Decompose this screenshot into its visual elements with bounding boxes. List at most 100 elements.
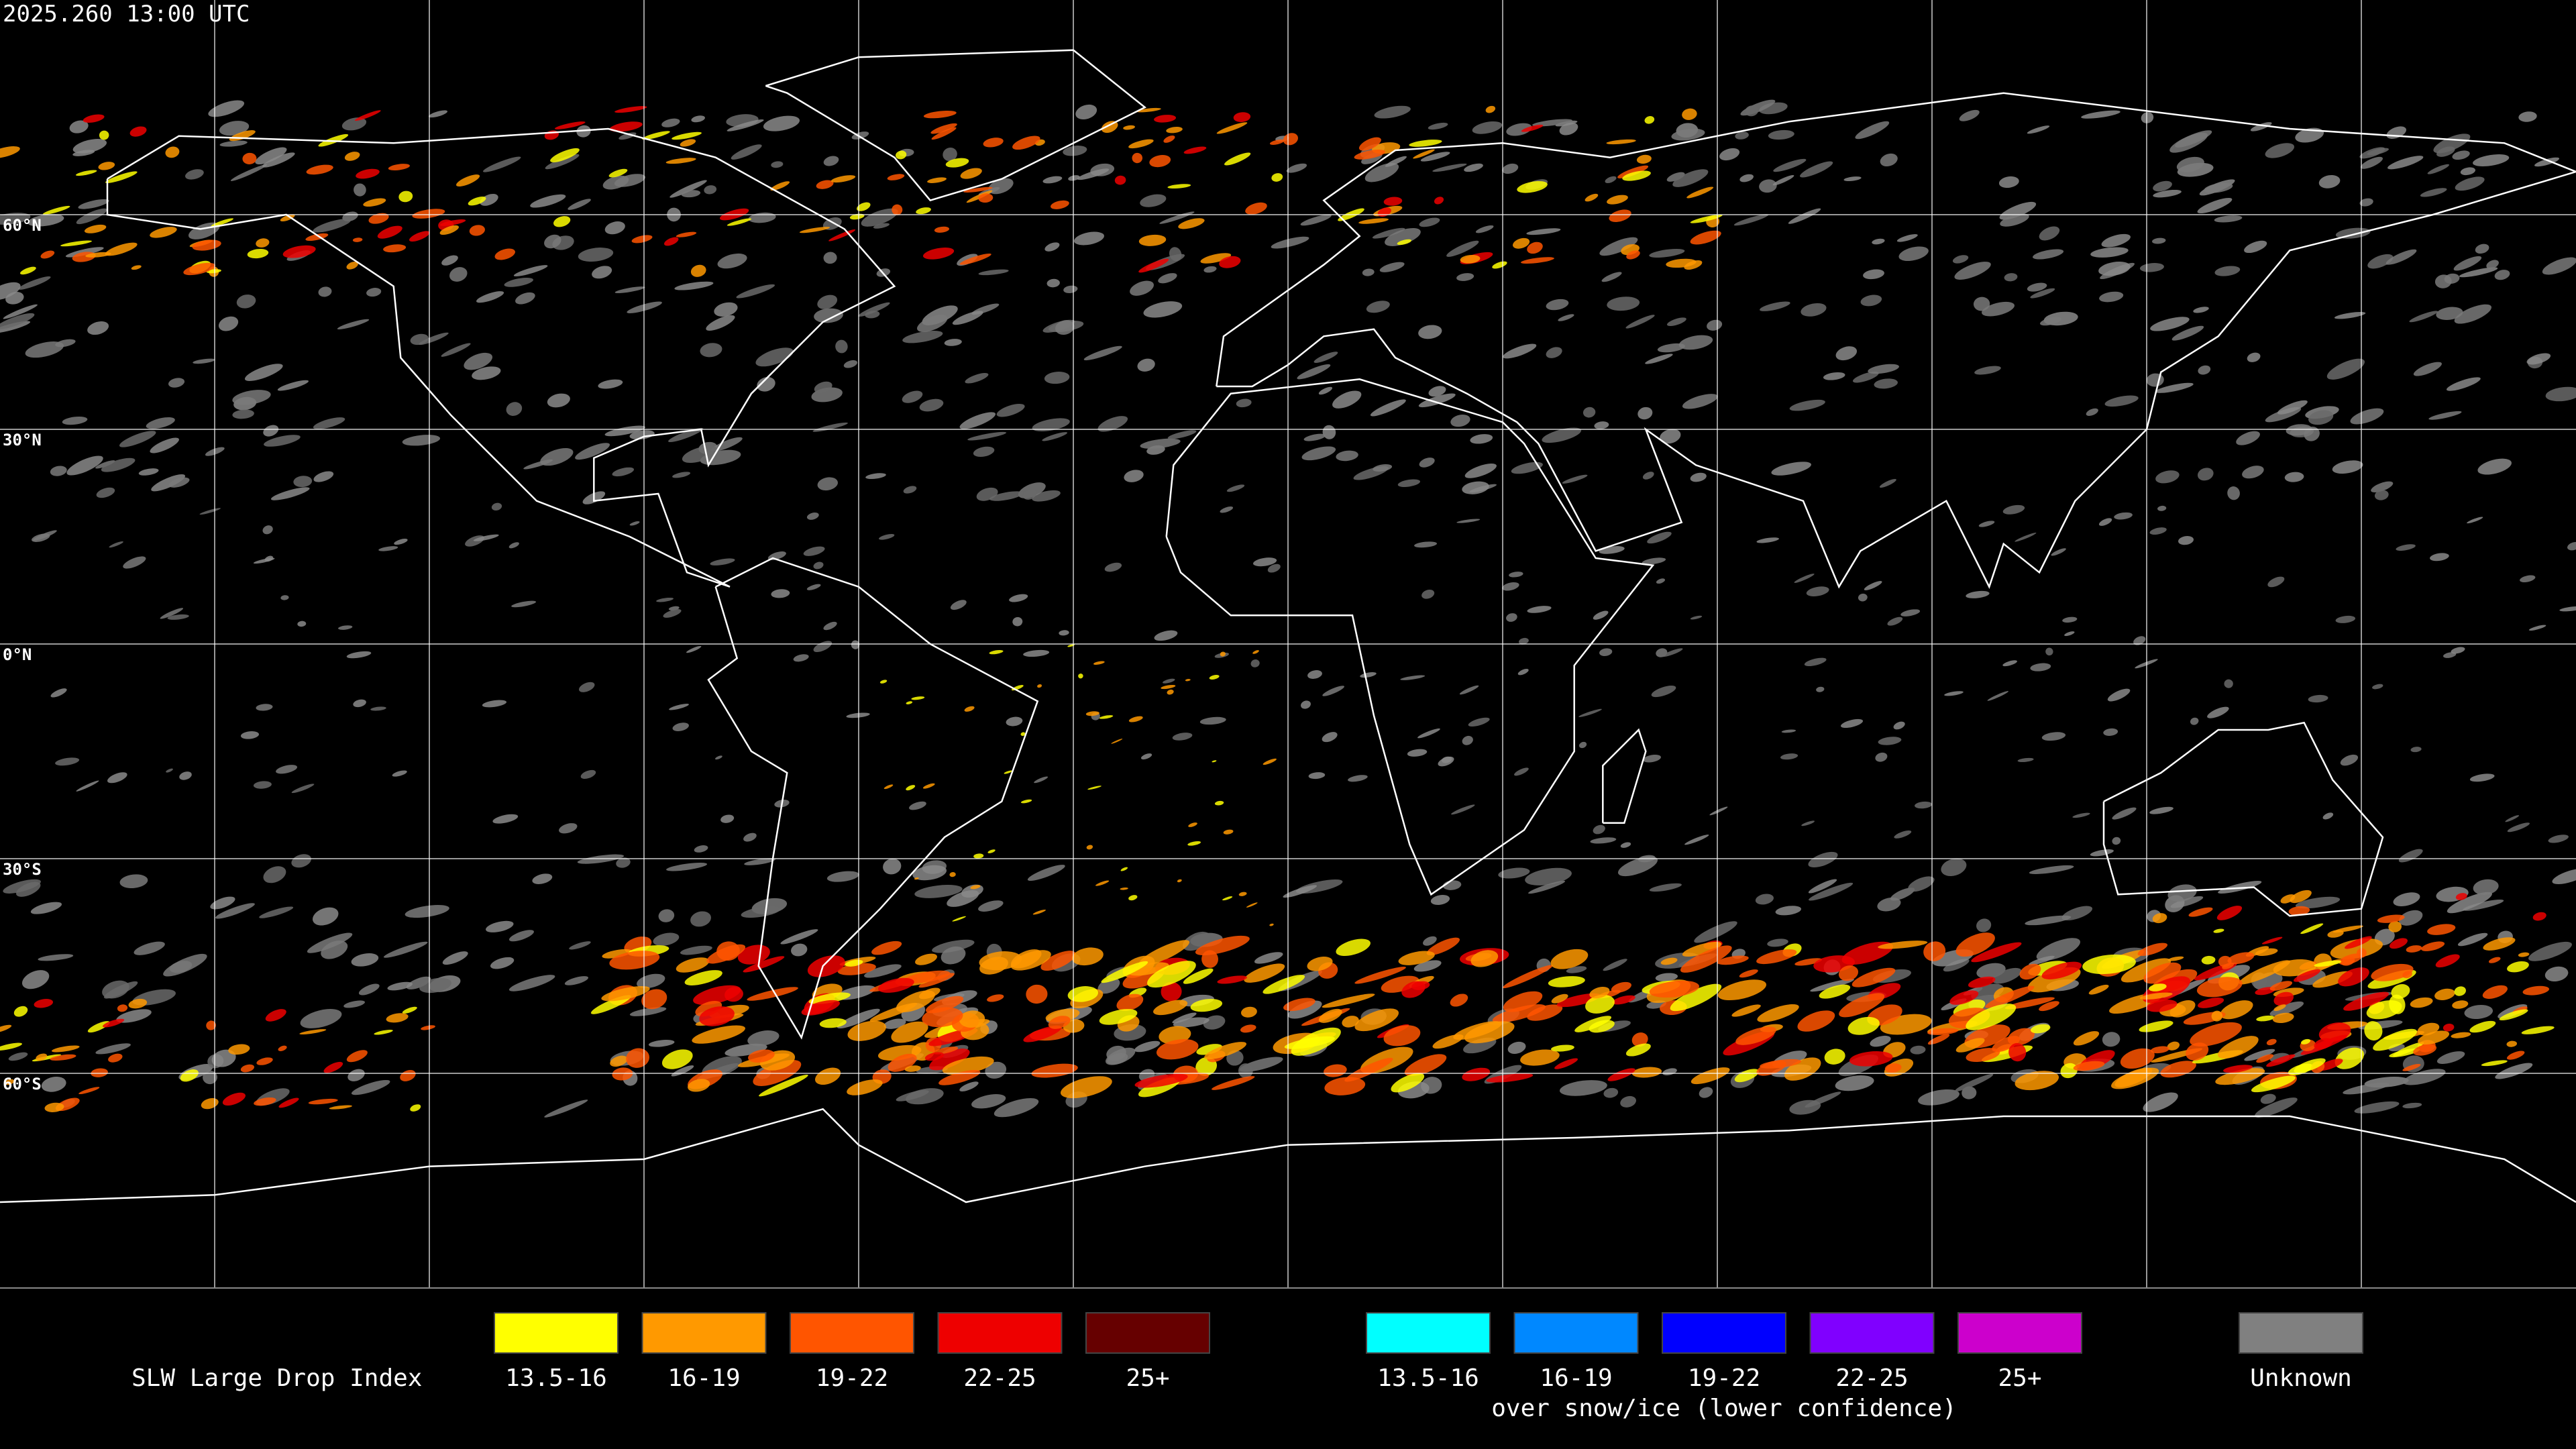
cloud-patch: [490, 957, 515, 969]
cloud-patch: [1271, 236, 1309, 249]
cloud-patch: [1004, 770, 1013, 774]
cloud-patch: [1161, 684, 1176, 690]
cloud-patch: [1863, 269, 1884, 280]
timestamp: 2025.260 13:00 UTC: [3, 1, 250, 28]
cloud-patch: [714, 755, 722, 760]
cloud-patch: [0, 282, 21, 301]
cloud-patch: [1128, 962, 1169, 976]
cloud-patch: [1063, 146, 1087, 156]
cloud-patch: [240, 731, 260, 739]
cloud-patch: [2269, 981, 2293, 991]
cloud-patch: [716, 941, 740, 961]
cloud-patch: [1116, 994, 1144, 1012]
cloud-patch: [1874, 378, 1898, 389]
cloud-patch: [1887, 616, 1903, 626]
cloud-patch: [1631, 1067, 1662, 1078]
legend-label: 13.5-16: [1377, 1364, 1479, 1392]
cloud-patch: [278, 1097, 299, 1108]
cloud-patch: [1459, 685, 1479, 695]
cloud-patch: [1760, 301, 1790, 311]
cloud-patch: [312, 907, 339, 926]
cloud-patch: [1526, 228, 1561, 235]
cloud-patch: [1915, 801, 1933, 809]
cloud-patch: [211, 1049, 236, 1067]
cloud-patch: [2420, 188, 2447, 197]
cloud-patch: [2388, 921, 2402, 932]
cloud-patch: [264, 555, 274, 562]
cloud-patch: [1605, 176, 1617, 183]
cloud-patch: [2532, 912, 2546, 921]
cloud-patch: [1498, 867, 1530, 879]
cloud-patch: [1177, 879, 1182, 883]
cloud-patch: [604, 221, 625, 235]
cloud-patch: [912, 865, 947, 881]
cloud-patch: [2218, 881, 2262, 894]
cloud-patch: [1717, 955, 1749, 965]
cloud-patch: [682, 445, 718, 463]
cloud-patch: [341, 117, 367, 131]
cloud-patch: [1026, 984, 1048, 1004]
cloud-patch: [1441, 756, 1452, 763]
cloud-patch: [1788, 208, 1821, 224]
cloud-patch: [2359, 198, 2373, 207]
cloud-patch: [1781, 729, 1796, 733]
cloud-patch: [504, 277, 534, 287]
cloud-patch: [1954, 262, 1991, 280]
cloud-patch: [2030, 288, 2055, 299]
cloud-patch: [2295, 896, 2341, 909]
cloud-patch: [1625, 1043, 1651, 1057]
cloud-patch: [941, 946, 966, 965]
cloud-patch: [2428, 411, 2462, 420]
cloud-patch: [1362, 268, 1375, 276]
cloud-patch: [441, 255, 458, 266]
cloud-patch: [472, 366, 501, 380]
cloud-patch: [1199, 716, 1226, 725]
cloud-patch: [1775, 906, 1802, 916]
cloud-patch: [580, 769, 596, 780]
cloud-patch: [1263, 975, 1305, 994]
cloud-patch: [1636, 154, 1652, 164]
cloud-patch: [952, 916, 966, 922]
cloud-patch: [72, 150, 95, 156]
cloud-patch: [236, 294, 256, 309]
cloud-patch: [1107, 1053, 1128, 1065]
cloud-patch: [1771, 462, 1812, 476]
cloud-patch: [1040, 951, 1076, 971]
cloud-patch: [927, 177, 947, 183]
cloud-patch: [354, 183, 366, 197]
cloud-patch: [222, 1092, 246, 1106]
cloud-patch: [1690, 1067, 1730, 1085]
cloud-patch: [686, 645, 702, 653]
cloud-patch: [1755, 894, 1774, 905]
cloud-patch: [1506, 123, 1532, 136]
cloud-patch: [306, 164, 333, 175]
cloud-patch: [1878, 737, 1902, 745]
cloud-patch: [1835, 1075, 1874, 1091]
cloud-patch: [419, 977, 451, 994]
cloud-patch: [1217, 975, 1248, 984]
cloud-patch: [363, 198, 386, 207]
cloud-patch: [1612, 995, 1635, 1005]
cloud-patch: [2434, 988, 2455, 1000]
cloud-patch: [2015, 533, 2037, 542]
cloud-patch: [2518, 111, 2537, 122]
cloud-patch: [979, 957, 1008, 975]
cloud-patch: [1354, 967, 1406, 984]
cloud-patch: [2366, 1000, 2402, 1020]
cloud-patch: [1114, 175, 1126, 185]
cloud-patch: [2391, 984, 2410, 999]
cloud-patch: [21, 970, 50, 989]
cloud-patch: [276, 765, 298, 774]
cloud-patch: [963, 186, 993, 193]
cloud-patch: [2255, 948, 2278, 956]
cloud-patch: [2460, 167, 2475, 176]
cloud-patch: [441, 343, 471, 357]
cloud-patch: [1023, 489, 1037, 500]
cloud-patch: [270, 487, 310, 500]
cloud-patch: [1450, 414, 1470, 427]
cloud-patch: [2463, 899, 2504, 911]
cloud-patch: [1032, 418, 1070, 432]
cloud-patch: [1910, 1045, 1926, 1055]
cloud-patch: [2454, 304, 2491, 324]
cloud-patch: [1690, 615, 1703, 620]
